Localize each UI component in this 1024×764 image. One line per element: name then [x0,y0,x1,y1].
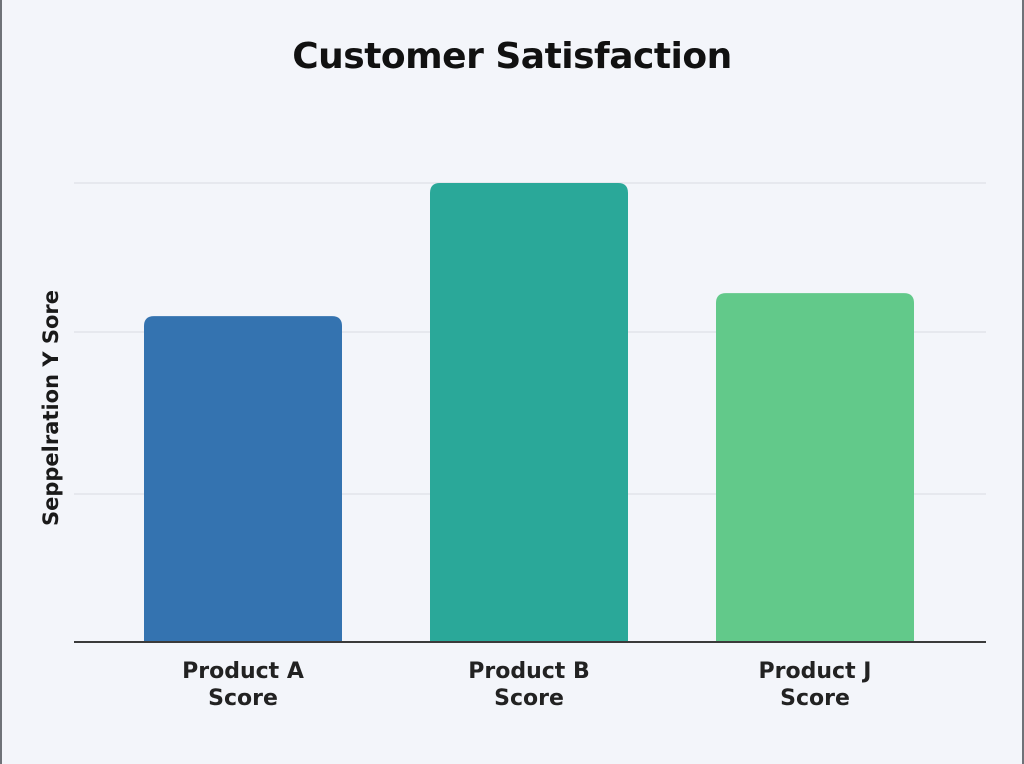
chart-title: Customer Satisfaction [292,36,732,77]
bar-2 [430,183,628,642]
x-tick-label: Product J [759,659,872,684]
x-tick-label: Score [494,686,564,711]
x-tick-label: Product B [468,659,589,684]
bars [144,183,914,642]
x-tick-label: Score [208,686,278,711]
x-tick-label: Score [780,686,850,711]
bar-3 [716,293,914,642]
bar-1 [144,316,342,642]
x-tick-label: Product A [182,659,304,684]
y-axis-label: Seppelration Y Sore [39,290,63,526]
